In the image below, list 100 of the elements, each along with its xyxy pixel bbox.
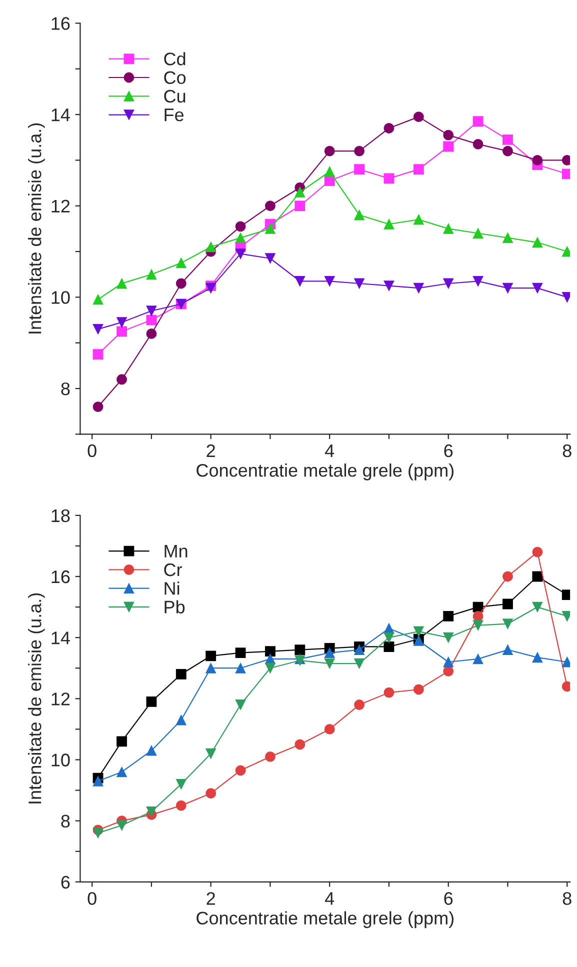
point (176, 669, 186, 680)
point (265, 751, 276, 762)
point (176, 714, 186, 726)
point (413, 282, 424, 294)
point (472, 276, 484, 286)
point (443, 130, 454, 140)
point (384, 642, 394, 652)
y-tick-label: 6 (61, 876, 70, 889)
point (532, 652, 543, 663)
y-tick-label: 10 (52, 754, 70, 766)
point (265, 662, 276, 674)
point (92, 294, 104, 305)
point (472, 620, 484, 631)
point (472, 610, 484, 622)
point (235, 662, 246, 674)
point (502, 618, 513, 630)
point (116, 820, 127, 831)
point (443, 278, 454, 289)
point (294, 276, 306, 286)
x-tick-label: 2 (206, 892, 215, 905)
point (354, 658, 364, 669)
point (206, 282, 216, 294)
point (384, 280, 394, 291)
point (235, 248, 246, 260)
legend-label: Cd (164, 52, 186, 66)
point (502, 134, 513, 145)
point (384, 218, 394, 230)
point (502, 644, 513, 656)
y-axis-title: Intensitate de emisie (u.a.) (28, 123, 45, 334)
x-axis-title: Concentratie metale grele (ppm) (196, 464, 454, 480)
point (532, 282, 543, 294)
point (413, 626, 424, 637)
point (146, 306, 157, 316)
point (502, 146, 513, 156)
legend-label: Mn (164, 544, 188, 558)
y-tick-label: 14 (52, 632, 70, 644)
x-tick-label: 6 (444, 892, 453, 905)
point (206, 748, 216, 759)
point (443, 223, 454, 234)
point (413, 164, 424, 175)
point (92, 349, 104, 360)
point (354, 700, 364, 710)
point (443, 610, 454, 622)
x-tick-label: 6 (444, 444, 453, 458)
point (92, 402, 104, 412)
x-tick-label: 4 (324, 892, 334, 905)
point (92, 776, 104, 786)
point (472, 116, 484, 127)
point (265, 253, 276, 264)
point (532, 546, 543, 558)
point (235, 700, 246, 710)
point (354, 644, 364, 656)
point (532, 237, 543, 248)
x-tick-label: 8 (562, 892, 572, 905)
point (235, 765, 246, 776)
point (384, 123, 394, 134)
point (384, 173, 394, 184)
point (116, 374, 127, 385)
point (176, 800, 186, 811)
legend-label: Ni (164, 582, 180, 595)
point (324, 276, 335, 286)
point (265, 223, 276, 234)
point (146, 314, 157, 326)
point (324, 658, 335, 669)
point (532, 154, 543, 166)
point (384, 632, 394, 643)
y-tick-label: 10 (52, 291, 70, 304)
y-tick-label: 16 (52, 570, 70, 584)
y-axis-title: Intensitate de emisie (u.a.) (28, 593, 45, 804)
point (146, 328, 157, 339)
point (294, 186, 306, 198)
point (206, 650, 216, 662)
point (502, 232, 513, 244)
point (176, 778, 186, 790)
x-tick-label: 0 (88, 444, 96, 458)
point (206, 662, 216, 674)
point (354, 210, 364, 220)
point (502, 598, 513, 610)
legend-label: Pb (164, 600, 185, 614)
point (116, 278, 127, 289)
point (294, 200, 306, 212)
point (116, 736, 127, 747)
point (176, 278, 186, 289)
point (502, 282, 513, 294)
point (294, 644, 306, 656)
point (116, 326, 127, 337)
point (413, 112, 424, 122)
y-tick-label: 8 (61, 382, 70, 396)
legend-label: Fe (164, 108, 184, 122)
point (146, 696, 157, 707)
point (92, 324, 104, 334)
point (413, 214, 424, 225)
y-tick-label: 14 (52, 108, 70, 122)
point (472, 228, 484, 238)
point (206, 788, 216, 799)
point (92, 828, 104, 838)
point (354, 278, 364, 289)
point (324, 146, 335, 156)
x-tick-label: 0 (88, 892, 96, 905)
legend-label: Co (164, 71, 186, 84)
